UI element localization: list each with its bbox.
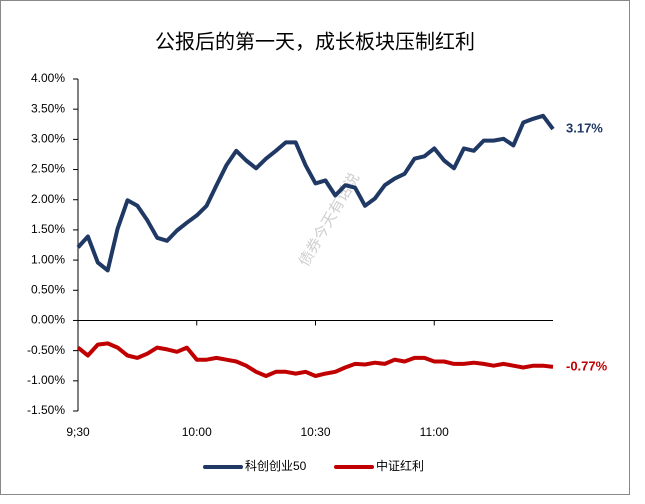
y-tick-label: 2.50% xyxy=(31,162,65,176)
y-tick-label: 2.00% xyxy=(31,192,65,206)
legend-label: 中证红利 xyxy=(376,458,424,473)
y-tick-label: -1.00% xyxy=(27,373,65,387)
line-series xyxy=(76,341,554,378)
y-tick-label: -1.50% xyxy=(27,403,65,417)
y-tick-label: 0.00% xyxy=(31,313,65,327)
y-tick-label: 3.00% xyxy=(31,132,65,146)
chart-frame xyxy=(0,0,630,495)
x-tick-label: 11:00 xyxy=(420,425,449,439)
y-tick-label: 3.50% xyxy=(31,101,65,115)
y-tick-label: 1.50% xyxy=(31,222,65,236)
y-tick-label: 0.50% xyxy=(31,282,65,296)
chart-title: 公报后的第一天，成长板块压制红利 xyxy=(155,30,475,54)
x-tick-label: 9;30 xyxy=(66,425,90,439)
legend-label: 科创创业50 xyxy=(245,459,307,473)
y-tick-label: -0.50% xyxy=(27,343,65,357)
end-label: -0.77% xyxy=(566,358,608,373)
y-tick-label: 1.00% xyxy=(31,252,65,266)
y-tick-label: 4.00% xyxy=(31,71,65,85)
line-series xyxy=(76,113,555,273)
x-tick-label: 10:00 xyxy=(182,425,212,439)
x-tick-label: 10:30 xyxy=(300,425,330,439)
end-label: 3.17% xyxy=(566,121,603,136)
